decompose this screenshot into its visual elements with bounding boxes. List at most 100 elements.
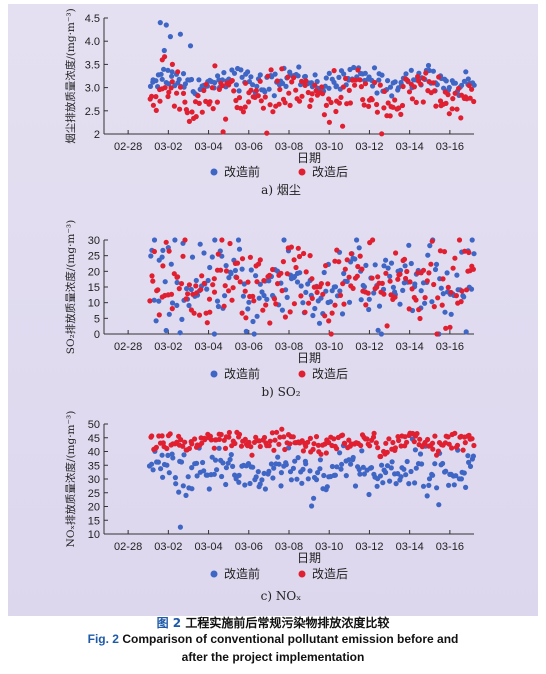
series-after: [147, 237, 476, 337]
data-point: [372, 262, 378, 268]
legend-marker-after: [298, 168, 306, 176]
data-point: [413, 99, 419, 105]
data-point: [358, 84, 364, 90]
data-point: [180, 483, 186, 489]
data-point: [306, 300, 312, 306]
data-point: [415, 73, 421, 80]
data-point: [159, 76, 165, 82]
data-point: [250, 293, 256, 299]
data-point: [346, 437, 352, 443]
data-point: [258, 98, 264, 104]
data-point: [278, 470, 284, 476]
data-point: [446, 84, 452, 91]
data-point: [354, 273, 360, 279]
data-point: [242, 288, 248, 294]
data-point: [284, 294, 290, 300]
data-point: [438, 285, 444, 291]
data-point: [380, 480, 386, 486]
x-tick-label: 03-10: [315, 341, 343, 353]
data-point: [215, 303, 221, 310]
data-point: [254, 279, 260, 285]
data-point: [303, 461, 309, 467]
data-point: [315, 442, 321, 448]
x-tick-label: 03-12: [355, 341, 383, 353]
data-point: [383, 440, 389, 446]
data-point: [276, 101, 282, 107]
data-point: [302, 309, 308, 315]
data-point: [206, 486, 212, 492]
data-point: [331, 436, 337, 442]
data-point: [339, 432, 346, 438]
data-point: [271, 93, 277, 99]
data-point: [366, 296, 372, 302]
data-point: [246, 99, 252, 105]
data-point: [172, 237, 178, 243]
data-point: [284, 271, 290, 277]
data-point: [319, 84, 325, 90]
data-point: [374, 90, 380, 96]
data-point: [151, 248, 157, 255]
data-point: [207, 309, 213, 315]
data-point: [238, 105, 244, 111]
data-point: [361, 102, 367, 108]
data-point: [302, 82, 308, 88]
data-point: [469, 237, 475, 243]
data-point: [406, 89, 413, 95]
data-point: [153, 94, 159, 100]
data-point: [229, 297, 235, 303]
data-point: [185, 474, 191, 480]
data-point: [460, 447, 466, 453]
data-point: [180, 443, 186, 449]
data-point: [313, 434, 320, 440]
data-point: [440, 460, 446, 467]
data-point: [329, 310, 335, 316]
data-point: [150, 102, 156, 108]
data-point: [294, 476, 300, 482]
data-point: [408, 67, 414, 73]
data-point: [467, 463, 474, 469]
data-point: [214, 99, 220, 105]
data-point: [253, 88, 259, 94]
data-point: [195, 93, 201, 99]
legend-label-before: 改造前: [224, 164, 260, 179]
data-point: [218, 267, 224, 273]
data-point: [158, 71, 164, 77]
panel-label: c) NOₓ: [261, 589, 302, 603]
data-point: [320, 291, 326, 297]
data-point: [212, 63, 218, 69]
data-point: [300, 448, 306, 454]
data-point: [278, 270, 284, 276]
data-point: [397, 271, 403, 277]
x-tick-label: 03-08: [275, 141, 303, 153]
data-point: [177, 31, 183, 37]
data-point: [321, 472, 327, 479]
data-point: [321, 269, 327, 276]
data-point: [274, 429, 280, 435]
data-point: [462, 248, 468, 254]
data-point: [261, 434, 268, 441]
data-point: [170, 455, 176, 461]
data-point: [262, 486, 268, 492]
data-point: [333, 83, 339, 89]
data-point: [235, 237, 242, 243]
data-point: [167, 431, 173, 437]
data-point: [236, 472, 242, 478]
data-point: [291, 257, 297, 263]
data-point: [346, 457, 352, 463]
data-point: [429, 440, 436, 446]
caption-cn-prefix: 图 2: [156, 616, 182, 630]
y-tick-label: 4.0: [85, 36, 100, 48]
data-point: [295, 455, 301, 461]
data-point: [334, 446, 340, 452]
data-point: [448, 289, 454, 296]
legend-label-after: 改造后: [312, 567, 348, 581]
data-point: [207, 99, 213, 105]
data-point: [287, 309, 293, 315]
data-point: [359, 448, 365, 454]
panel-label: a) 烟尘: [261, 183, 301, 197]
data-point: [432, 266, 439, 273]
data-point: [216, 86, 222, 92]
data-point: [377, 473, 383, 479]
data-point: [180, 253, 186, 259]
data-point: [176, 76, 182, 82]
